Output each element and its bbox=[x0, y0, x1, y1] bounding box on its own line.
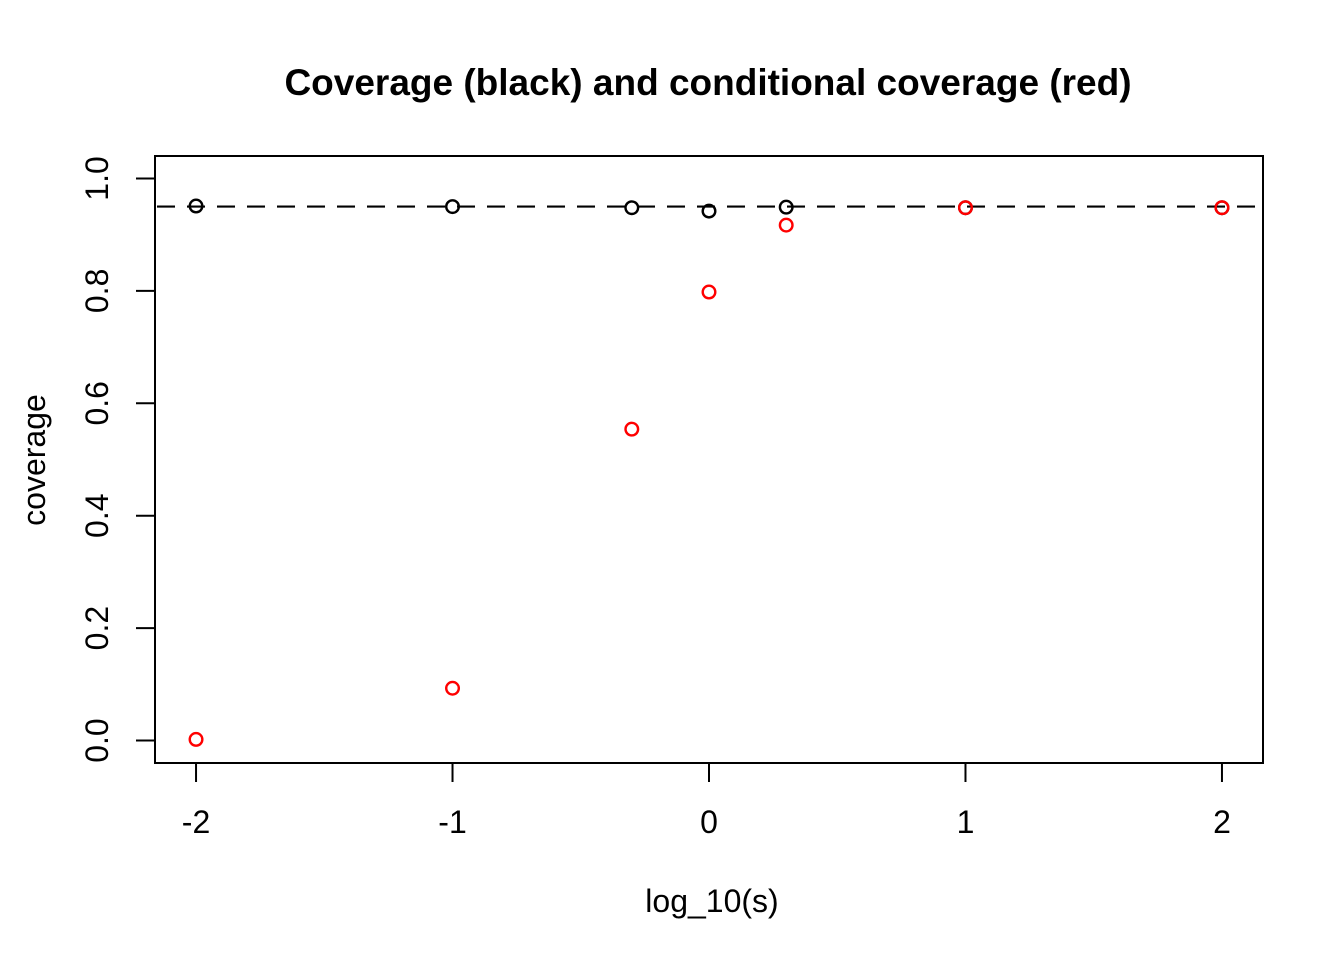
chart-title: Coverage (black) and conditional coverag… bbox=[284, 62, 1131, 103]
y-tick-label: 0.0 bbox=[79, 718, 115, 762]
data-point bbox=[624, 200, 640, 216]
data-point bbox=[1214, 200, 1230, 216]
plot-frame bbox=[154, 155, 1264, 764]
y-tick-label: 0.6 bbox=[79, 381, 115, 425]
y-tick-label: 0.4 bbox=[79, 493, 115, 537]
data-point bbox=[445, 680, 461, 696]
y-tick-label: 0.8 bbox=[79, 269, 115, 313]
data-point bbox=[701, 284, 717, 300]
data-point bbox=[778, 217, 794, 233]
data-point bbox=[701, 203, 717, 219]
data-point bbox=[188, 731, 204, 747]
data-point bbox=[957, 200, 973, 216]
data-point bbox=[624, 421, 640, 437]
plot-box bbox=[154, 155, 1264, 764]
data-point bbox=[188, 198, 204, 214]
x-axis-title: log_10(s) bbox=[645, 883, 778, 919]
y-axis-title: coverage bbox=[16, 394, 52, 526]
data-point bbox=[778, 199, 794, 215]
y-tick-label: 1.0 bbox=[79, 156, 115, 200]
x-tick-label: -2 bbox=[182, 804, 210, 840]
x-tick-label: -1 bbox=[438, 804, 466, 840]
x-axis: -2 -1 0 1 2 bbox=[182, 763, 1231, 840]
x-tick-label: 2 bbox=[1213, 804, 1231, 840]
x-tick-label: 0 bbox=[700, 804, 718, 840]
data-point bbox=[445, 199, 461, 215]
y-tick-label: 0.2 bbox=[79, 606, 115, 650]
y-axis: 0.0 0.2 0.4 0.6 0.8 1.0 bbox=[79, 156, 155, 763]
data-points-group bbox=[188, 198, 1230, 747]
x-tick-label: 1 bbox=[957, 804, 975, 840]
